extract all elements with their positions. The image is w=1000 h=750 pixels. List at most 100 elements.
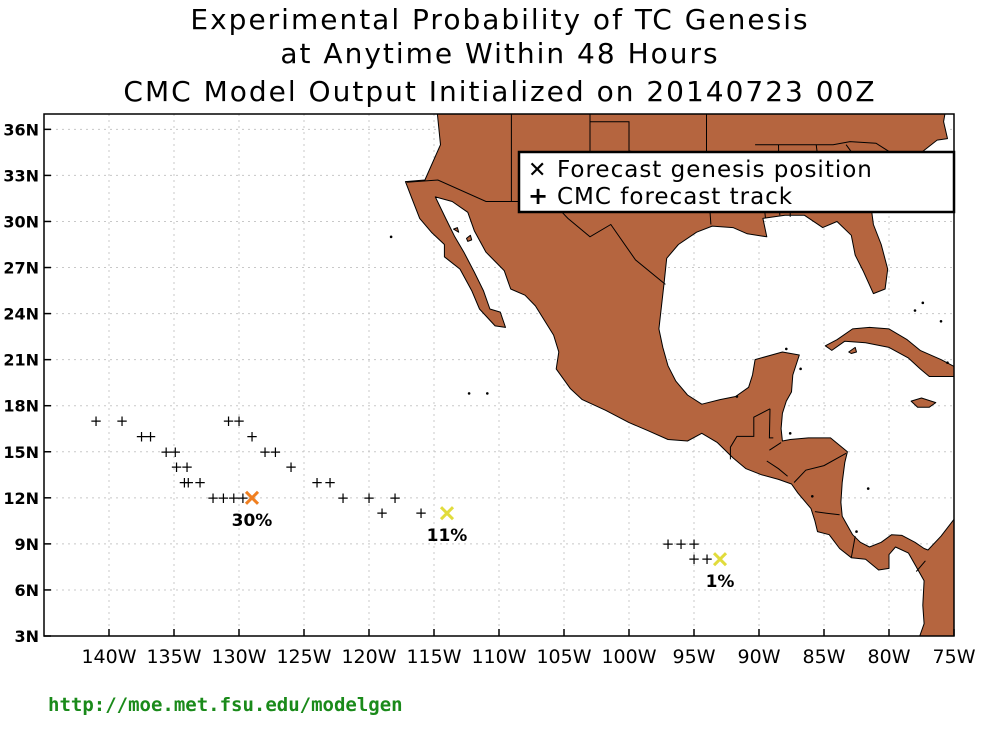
track-point-marker: + bbox=[269, 443, 282, 461]
isla-de-la-juventud bbox=[848, 346, 857, 354]
panama-border bbox=[850, 536, 856, 558]
credit-url: http://moe.met.fsu.edu/modelgen bbox=[48, 694, 403, 716]
lon-tick-label: 130W bbox=[211, 646, 266, 668]
track-point-marker: + bbox=[116, 412, 129, 430]
islet-dot bbox=[855, 530, 858, 533]
track-point-marker: + bbox=[194, 473, 207, 491]
lat-tick-label: 15N bbox=[3, 443, 39, 462]
islet-dot bbox=[735, 395, 739, 398]
lon-tick-label: 80W bbox=[868, 646, 911, 668]
track-point-marker: + bbox=[217, 489, 230, 507]
legend-box bbox=[517, 150, 956, 214]
legend-genesis-label: Forecast genesis position bbox=[557, 157, 873, 183]
title-line-3: CMC Model Output Initialized on 20140723… bbox=[123, 75, 877, 108]
lon-tick-label: 105W bbox=[536, 646, 591, 668]
guatemala-border bbox=[729, 408, 771, 460]
axis-ticks: 3N 6N 9N 12N 15N 18N 21N 24N 27N 30N 33N 36N 140W 135… bbox=[3, 120, 975, 668]
lat-tick-label: 33N bbox=[3, 166, 39, 185]
lon-tick-label: 135W bbox=[146, 646, 201, 668]
lon-tick-label: 90W bbox=[738, 646, 781, 668]
hispaniola-island bbox=[953, 383, 954, 402]
lat-tick-label: 30N bbox=[3, 212, 39, 231]
genesis-x-stroke bbox=[712, 552, 728, 567]
track-point-marker: + bbox=[324, 473, 337, 491]
colombia-border bbox=[915, 560, 926, 572]
lon-tick-label: 140W bbox=[81, 646, 136, 668]
honduras-north-border bbox=[769, 442, 782, 451]
lon-tick-label: 75W bbox=[933, 646, 976, 668]
cuba-island bbox=[824, 326, 954, 377]
track-point-marker: + bbox=[285, 458, 298, 476]
islet-dot bbox=[946, 361, 949, 365]
islet-dot bbox=[467, 392, 471, 395]
track-point-marker: + bbox=[160, 443, 173, 461]
lat-tick-label: 12N bbox=[3, 489, 39, 508]
lon-tick-label: 85W bbox=[803, 646, 846, 668]
lat-tick-label: 36N bbox=[3, 120, 39, 139]
track-point-marker: + bbox=[182, 473, 195, 491]
track-point-marker: + bbox=[135, 427, 148, 445]
track-point-marker: + bbox=[170, 458, 183, 476]
track-point-marker: + bbox=[207, 489, 220, 507]
lat-tick-label: 24N bbox=[3, 305, 39, 324]
islet-dot bbox=[389, 235, 393, 239]
forecast-tracks: + +++++++++ ++++++++++++ ++ +++++ + ++ + bbox=[90, 412, 714, 568]
legend-track-label: CMC forecast track bbox=[557, 184, 793, 210]
genesis-probability-label: 30% bbox=[232, 511, 273, 531]
angel-de-la-guarda-island bbox=[453, 227, 460, 233]
islet-dot bbox=[811, 494, 814, 498]
islet-dot bbox=[921, 301, 925, 305]
genesis-x-stroke bbox=[439, 506, 455, 521]
track-point-marker: + bbox=[688, 550, 701, 568]
genesis-markers: 30% 11% 1% bbox=[232, 490, 735, 592]
track-point-marker: + bbox=[688, 535, 701, 553]
track-point-marker: + bbox=[228, 489, 241, 507]
legend-x-symbol: ✕ bbox=[528, 158, 546, 183]
track-point-marker: + bbox=[169, 443, 182, 461]
islet-dot bbox=[788, 432, 792, 435]
track-point-marker: + bbox=[337, 489, 350, 507]
legend: ✕ Forecast genesis position + CMC foreca… bbox=[517, 150, 956, 214]
track-point-marker: + bbox=[701, 550, 714, 568]
jamaica-island bbox=[910, 397, 937, 408]
genesis-probability-label: 1% bbox=[706, 572, 735, 592]
track-point-marker: + bbox=[222, 412, 235, 430]
title-line-2: at Anytime Within 48 Hours bbox=[280, 37, 720, 70]
lat-tick-label: 18N bbox=[3, 397, 39, 416]
north-america-landmass bbox=[404, 114, 954, 636]
lat-tick-label: 9N bbox=[14, 535, 39, 554]
track-point-marker: + bbox=[311, 473, 324, 491]
track-point-marker: + bbox=[181, 458, 194, 476]
lon-tick-label: 125W bbox=[276, 646, 331, 668]
lon-tick-label: 95W bbox=[673, 646, 716, 668]
track-point-marker: + bbox=[90, 412, 103, 430]
track-point-marker: + bbox=[259, 443, 272, 461]
lon-tick-label: 110W bbox=[471, 646, 526, 668]
lon-tick-label: 100W bbox=[601, 646, 656, 668]
lon-tick-label: 120W bbox=[341, 646, 396, 668]
track-point-marker: + bbox=[376, 504, 389, 522]
lat-tick-label: 27N bbox=[3, 259, 39, 278]
islet-dot bbox=[939, 319, 943, 323]
legend-plus-symbol: + bbox=[528, 182, 548, 210]
track-point-marker: + bbox=[662, 535, 675, 553]
track-point-marker: + bbox=[415, 504, 428, 522]
islet-dot bbox=[785, 347, 788, 351]
track-point-marker: + bbox=[233, 412, 246, 430]
islet-dot bbox=[866, 487, 870, 490]
islet-dot bbox=[913, 309, 917, 312]
belize-border bbox=[768, 408, 774, 439]
lon-tick-label: 115W bbox=[406, 646, 461, 668]
honduras-border bbox=[766, 460, 788, 477]
genesis-marker: 1% bbox=[706, 552, 735, 592]
tiburon-island bbox=[466, 234, 473, 242]
track-point-marker: + bbox=[389, 489, 402, 507]
lat-tick-label: 6N bbox=[14, 581, 39, 600]
us-state-line-11 bbox=[755, 141, 908, 164]
track-point-marker: + bbox=[363, 489, 376, 507]
islet-dot bbox=[486, 392, 489, 395]
track-point-marker: + bbox=[675, 535, 688, 553]
genesis-marker: 30% bbox=[232, 490, 273, 531]
genesis-x-stroke bbox=[244, 490, 260, 505]
